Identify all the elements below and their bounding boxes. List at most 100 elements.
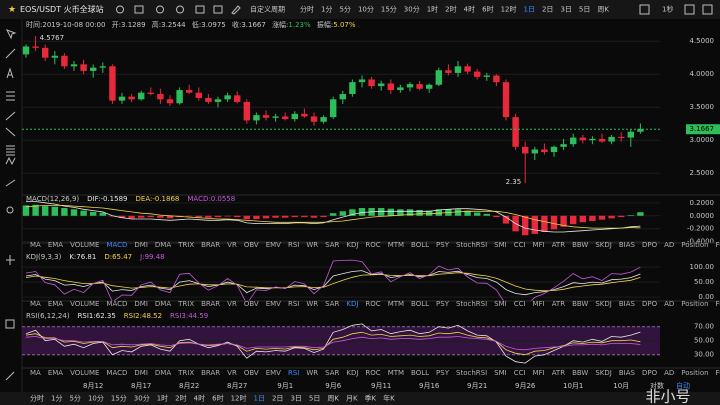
indicator-tab[interactable]: BRAR — [201, 300, 220, 308]
indicator-tab[interactable]: ATR — [552, 241, 566, 249]
indicator-tab[interactable]: AD — [664, 369, 674, 377]
indicator-tab[interactable]: Fund-flow — [716, 369, 720, 377]
indicator-tab[interactable]: Position — [681, 241, 708, 249]
icon[interactable] — [231, 5, 241, 15]
indicator-tab[interactable]: ROC — [365, 300, 380, 308]
tool[interactable] — [5, 371, 15, 381]
timeframe[interactable]: 3日 — [560, 6, 571, 14]
indicator-tab[interactable]: ROC — [365, 241, 380, 249]
indicator-tab[interactable]: StochRSI — [456, 241, 487, 249]
favorite-star[interactable]: ★ — [8, 5, 16, 15]
bottom-timeframe[interactable]: 3日 — [290, 395, 301, 403]
indicator-tab[interactable]: SAR — [325, 369, 339, 377]
indicator-tab[interactable]: MTM — [388, 241, 404, 249]
indicator-tab[interactable]: AD — [664, 241, 674, 249]
tool[interactable] — [5, 127, 16, 137]
indicator-tab[interactable]: WR — [306, 369, 318, 377]
tool[interactable] — [6, 67, 14, 79]
indicator-tab[interactable]: MACD — [106, 300, 127, 308]
indicator-tab[interactable]: EMV — [266, 369, 281, 377]
indicator-tab[interactable]: DMA — [155, 369, 171, 377]
indicator-tab[interactable]: MACD — [106, 369, 127, 377]
indicator-tab[interactable]: MFI — [533, 369, 545, 377]
timeframe[interactable]: 周K — [597, 6, 609, 14]
indicator-tab[interactable]: WR — [306, 300, 318, 308]
icon[interactable] — [134, 5, 144, 14]
icon[interactable] — [195, 5, 205, 14]
indicator-tab[interactable]: KDJ — [346, 300, 358, 308]
bottom-timeframe[interactable]: 1日 — [254, 395, 265, 403]
bottom-timeframe[interactable]: 30分 — [134, 394, 150, 403]
indicator-tab[interactable]: VR — [227, 369, 237, 377]
indicator-tab[interactable]: BIAS — [619, 300, 636, 308]
indicator-tab[interactable]: ROC — [365, 369, 380, 377]
drawing-tools[interactable] — [5, 29, 17, 381]
tool[interactable] — [6, 206, 14, 214]
indicator-tab[interactable]: MFI — [533, 300, 545, 308]
indicator-tab[interactable]: DPO — [642, 300, 658, 308]
indicator-tab[interactable]: CCI — [514, 241, 526, 249]
tool[interactable] — [6, 145, 15, 156]
toolbar-right[interactable]: 1秒 — [662, 5, 673, 14]
bottom-timeframe[interactable]: 季K — [365, 394, 377, 403]
bottom-timeframe[interactable]: 月K — [346, 395, 358, 403]
indicator-tab[interactable]: MTM — [388, 300, 404, 308]
indicator-tab[interactable]: EMA — [48, 300, 63, 308]
tool[interactable] — [5, 319, 15, 329]
icon[interactable] — [684, 4, 695, 15]
indicator-tab[interactable]: BOLL — [411, 241, 429, 249]
indicator-tab[interactable]: DMA — [155, 300, 171, 308]
icon[interactable] — [702, 4, 713, 15]
axis-option[interactable]: 自动 — [676, 381, 690, 390]
indicator-tab[interactable]: EMV — [266, 300, 281, 308]
indicator-tab[interactable]: ATR — [552, 300, 566, 308]
bottom-timeframe[interactable]: 1分 — [51, 394, 62, 403]
bottom-timeframe[interactable]: 5日 — [309, 395, 320, 403]
indicator-tab[interactable]: RSI — [288, 300, 299, 308]
pair-title[interactable]: EOS/USDT 火币全球站 — [20, 4, 104, 14]
indicator-tab[interactable]: VR — [227, 241, 237, 249]
indicator-tab[interactable]: OBV — [244, 369, 259, 377]
tool[interactable] — [5, 111, 16, 121]
indicator-tab[interactable]: Position — [681, 369, 708, 377]
timeframe[interactable]: 15分 — [381, 5, 397, 14]
indicator-tab[interactable]: SKDJ — [595, 300, 612, 308]
icon[interactable] — [639, 4, 650, 15]
indicator-tab[interactable]: KDJ — [346, 369, 358, 377]
icon[interactable] — [213, 5, 223, 14]
indicator-tab[interactable]: VOLUME — [70, 241, 99, 249]
indicator-tab[interactable]: SKDJ — [595, 369, 612, 377]
bottom-timeframe[interactable]: 10分 — [88, 394, 104, 403]
indicator-tab[interactable]: CCI — [514, 369, 526, 377]
bottom-timeframe[interactable]: 周K — [327, 395, 339, 403]
indicator-tab[interactable]: VOLUME — [70, 369, 99, 377]
indicator-tab[interactable]: Fund-flow — [716, 300, 720, 308]
indicator-tab[interactable]: BIAS — [619, 369, 636, 377]
tool[interactable] — [6, 91, 15, 101]
bottom-timeframe[interactable]: 15分 — [111, 394, 127, 403]
icon[interactable] — [116, 5, 124, 14]
bottom-timeframe[interactable]: 6时 — [212, 394, 223, 403]
icon[interactable] — [156, 5, 164, 14]
bottom-timeframe[interactable]: 2时 — [175, 394, 186, 403]
indicator-tab[interactable]: TRIX — [177, 369, 194, 377]
indicator-tab[interactable]: BBW — [572, 300, 588, 308]
indicator-tab[interactable]: AD — [664, 300, 674, 308]
timeframe[interactable]: 4时 — [464, 5, 475, 14]
indicator-tab[interactable]: TRIX — [177, 300, 194, 308]
bottom-timeframe[interactable]: 年K — [383, 394, 395, 403]
indicator-tab[interactable]: EMV — [266, 241, 281, 249]
custom-period[interactable]: 自定义周期 — [250, 5, 285, 14]
indicator-tab[interactable]: BBW — [572, 241, 588, 249]
timeframe[interactable]: 30分 — [404, 5, 420, 14]
timeframe[interactable]: 5分 — [339, 5, 350, 14]
timeframe[interactable]: 5日 — [579, 6, 590, 14]
timeframe[interactable]: 6时 — [482, 5, 493, 14]
timeframe[interactable]: 1日 — [524, 6, 535, 14]
indicator-tab[interactable]: KDJ — [346, 241, 358, 249]
indicator-tab[interactable]: DMI — [134, 300, 148, 308]
indicator-tab[interactable]: DMI — [134, 369, 148, 377]
indicator-tab[interactable]: MACD — [106, 241, 127, 249]
bottom-timeframe[interactable]: 4时 — [194, 394, 205, 403]
indicator-tab[interactable]: EMA — [48, 369, 63, 377]
